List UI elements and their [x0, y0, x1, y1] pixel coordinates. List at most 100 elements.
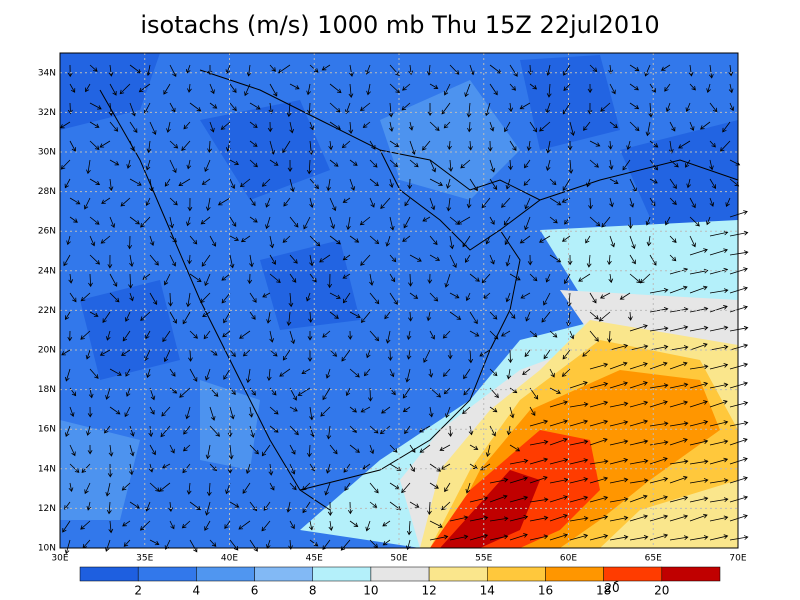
wind-arrow [509, 476, 528, 484]
wind-arrow [122, 520, 131, 527]
wind-arrow [347, 330, 353, 340]
wind-arrow [649, 400, 668, 408]
x-tick-label: 40E [221, 554, 238, 564]
y-tick-label: 26N [38, 227, 56, 237]
wind-arrow [541, 311, 551, 323]
wind-arrow [369, 197, 375, 208]
wind-arrow [329, 102, 341, 113]
wind-arrow [249, 159, 258, 168]
wind-arrow [209, 235, 217, 247]
wind-arrow [669, 361, 688, 370]
wind-arrow [609, 197, 614, 208]
wind-arrow [224, 520, 231, 529]
wind-arrow [598, 311, 611, 322]
wind-arrow [443, 121, 451, 129]
wind-arrow [106, 501, 112, 515]
wind-arrow [609, 515, 629, 522]
wind-arrow [189, 273, 202, 282]
x-tick-label: 55E [475, 554, 492, 564]
colorbar-label: 12 [421, 584, 436, 598]
wind-arrow [322, 387, 331, 401]
wind-arrow [629, 102, 640, 110]
wind-arrow [729, 381, 748, 389]
wind-arrow [660, 64, 671, 71]
wind-arrow [422, 140, 431, 151]
wind-arrow [387, 349, 393, 361]
wind-arrow [288, 292, 294, 308]
wind-arrow [607, 254, 612, 266]
wind-arrow [227, 425, 233, 438]
wind-arrow [209, 349, 218, 356]
wind-arrow [729, 325, 749, 332]
wind-arrow [169, 311, 177, 324]
wind-arrow [382, 539, 391, 546]
wind-arrow [504, 121, 511, 133]
wind-arrow [578, 273, 591, 282]
wind-arrow [539, 121, 551, 132]
wind-arrow [286, 501, 291, 513]
wind-arrow [665, 216, 671, 226]
wind-arrow [485, 444, 491, 457]
wind-arrow [709, 159, 714, 171]
wind-arrow [649, 421, 669, 427]
wind-arrow [249, 292, 257, 303]
wind-arrow [108, 178, 114, 191]
wind-arrow [689, 381, 709, 389]
wind-arrow [669, 382, 689, 389]
wind-arrow [301, 368, 311, 375]
wind-arrow [569, 495, 589, 503]
x-tick-label: 30E [51, 554, 68, 564]
wind-arrow [342, 197, 351, 203]
colorbar-label: 8 [309, 584, 317, 598]
wind-arrow [689, 216, 700, 227]
wind-arrow [223, 311, 231, 324]
wind-arrow [629, 494, 648, 503]
wind-arrow [444, 273, 451, 288]
wind-arrow [509, 83, 516, 91]
wind-arrow [609, 420, 629, 427]
wind-arrow [319, 254, 331, 263]
wind-arrow [569, 419, 589, 427]
wind-arrow [549, 368, 555, 378]
wind-arrow [269, 159, 279, 166]
wind-arrow [508, 102, 514, 113]
wind-arrow [169, 235, 177, 243]
wind-arrow [209, 463, 218, 472]
wind-arrow [68, 482, 74, 493]
wind-arrow [121, 349, 131, 356]
wind-arrow [509, 311, 516, 320]
wind-arrow [367, 387, 373, 402]
wind-arrow [468, 349, 474, 364]
wind-arrow [649, 287, 669, 294]
wind-arrow [107, 254, 113, 269]
wind-arrow [489, 83, 498, 96]
wind-arrow [649, 361, 668, 370]
wind-arrow [466, 102, 472, 118]
wind-arrow [140, 216, 151, 228]
wind-arrow [587, 83, 593, 94]
wind-arrow [709, 248, 728, 256]
wind-arrow [669, 475, 688, 484]
wind-arrow [669, 159, 679, 168]
wind-arrow [329, 216, 336, 230]
wind-arrow [149, 121, 157, 135]
wind-arrow [240, 235, 251, 243]
wind-arrow [444, 482, 451, 493]
wind-arrow [108, 444, 114, 457]
wind-arrow [109, 292, 120, 303]
y-tick-label: 18N [38, 385, 56, 395]
wind-arrow [464, 83, 471, 98]
wind-arrow [289, 406, 298, 412]
wind-arrow [446, 178, 451, 189]
wind-arrow [349, 520, 359, 527]
wind-arrow [466, 197, 472, 209]
wind-arrow [162, 330, 171, 343]
wind-arrow [325, 368, 331, 379]
wind-arrow [629, 235, 636, 250]
wind-arrow [689, 197, 696, 209]
wind-arrow [729, 420, 749, 427]
wind-arrow [700, 121, 711, 130]
wind-arrow [109, 159, 120, 166]
wind-arrow [549, 400, 568, 408]
wind-arrow [187, 197, 193, 212]
